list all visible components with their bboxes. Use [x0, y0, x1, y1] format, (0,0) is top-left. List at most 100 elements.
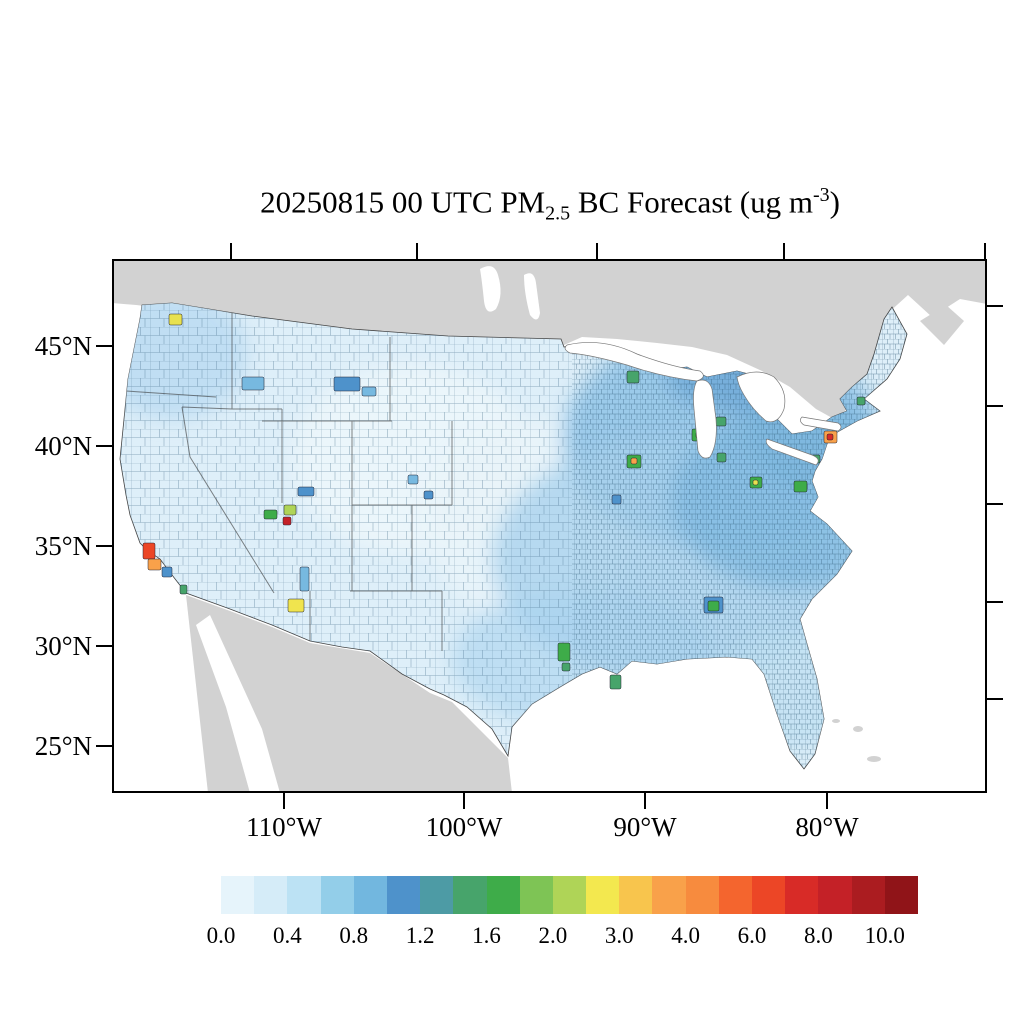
hotspot-county: Chicago IL core: 3.5-4.0: [630, 457, 638, 465]
colorbar-tick-label: 4.0: [671, 923, 701, 948]
colorbar-tick-label: 1.2: [405, 923, 435, 948]
colorbar-segment: [818, 876, 852, 914]
gulf-of-california: [196, 615, 280, 793]
lat-tick-label: 25°N: [34, 731, 92, 761]
hotspot-county: Seattle-Puget Sound WA: 2.5-3.0: [168, 313, 183, 326]
hotspot-county: SE Montana: 0.8: [361, 386, 377, 397]
hotspot-county: Baltimore-Washington: 1.6-2.0: [793, 480, 808, 493]
title-prefix: 20250815 00 UTC PM: [260, 184, 546, 220]
colorbar-tick-label: 3.0: [604, 923, 634, 948]
lon-tick-label: 110°W: [246, 812, 322, 842]
colorbar-segment: [353, 876, 387, 914]
title-middle: BC Forecast (ug m: [570, 184, 813, 220]
lon-tick-top: [596, 243, 598, 259]
hotspot-counties: Seattle-Puget Sound WA: 2.5-3.0 NW Montan…: [142, 313, 866, 690]
colorbar-segment: [586, 876, 620, 914]
colorbar-segment: [254, 876, 288, 914]
hotspot-county: Cleveland OH: 1.4: [716, 452, 727, 463]
lat-tick-right: [987, 405, 1003, 407]
hotspot-county: NW Montana: 0.8-1.0: [241, 376, 265, 391]
lon-tick-top: [416, 243, 418, 259]
hotspot-county: Front Range CO: 0.8: [407, 474, 419, 485]
lat-tick-right: [987, 305, 1003, 307]
state-borders: [125, 313, 453, 651]
hotspot-county: Atlanta GA core: 1.6-2.0: [707, 600, 720, 612]
lon-tick-label: 90°W: [613, 812, 677, 842]
lat-tick-label: 40°N: [34, 431, 92, 461]
colorbar-segment: [287, 876, 321, 914]
hotspot-county: SoCal coast orange: 3.5-4.0: [147, 558, 162, 571]
mexico-landmass: [186, 595, 512, 793]
colorbar-segment: [453, 876, 487, 914]
lat-tick: [96, 345, 112, 347]
lon-tick: [463, 793, 465, 809]
title-superscript: -3: [812, 184, 830, 206]
colorbar-segment: [785, 876, 819, 914]
lat-tick-label: 45°N: [34, 331, 92, 361]
colorbar-tick-label: 0.0: [206, 923, 236, 948]
hotspot-county: Santa Barbara-Ventura CA: 5-6: [142, 542, 156, 560]
canada-northeast-corner: [912, 259, 987, 299]
lat-tick-label: 30°N: [34, 631, 92, 661]
colorbar-segment: [718, 876, 752, 914]
lake-ontario: [800, 416, 842, 432]
hotspot-county: Central Montana: 1.0-1.2: [333, 376, 361, 392]
title-subscript: 2.5: [545, 202, 571, 225]
lat-tick: [96, 745, 112, 747]
lon-tick-top: [783, 243, 785, 259]
hotspot-county: Central Utah yellow-green: 2.0-2.5: [283, 504, 297, 516]
island-speck: [853, 726, 863, 732]
colorbar-segment: [221, 876, 255, 914]
colorbar-tick-label: 1.6: [472, 923, 501, 948]
colorbar: [221, 876, 918, 914]
colorbar-segment: [420, 876, 454, 914]
colorbar-segment: [851, 876, 885, 914]
colorbar-segment: [884, 876, 918, 914]
map-border: [112, 259, 987, 793]
hotspot-county: Dallas-Fort Worth TX: 1.6-2.0: [557, 642, 571, 662]
colorbar-segment: [386, 876, 421, 914]
lake-erie: [765, 438, 819, 466]
hotspot-county: New York City core: >8: [826, 433, 834, 441]
colorbar-segment: [486, 876, 520, 914]
canada-lake: [480, 266, 501, 312]
lat-tick: [96, 445, 112, 447]
lat-tick: [96, 545, 112, 547]
hotspot-county: Central Utah red: 8-9: [282, 516, 292, 526]
canada-lake: [524, 273, 540, 320]
lon-tick: [644, 793, 646, 809]
chart-title: 20250815 00 UTC PM2.5 BC Forecast (ug m-…: [112, 184, 988, 226]
lon-tick-top: [230, 243, 232, 259]
hotspot-county: Phoenix AZ: 2.5: [287, 598, 305, 613]
colorbar-tick-label: 0.8: [339, 923, 369, 948]
us-county-choropleth-map: Seattle-Puget Sound WA: 2.5-3.0 NW Montan…: [112, 259, 987, 793]
lon-tick: [283, 793, 285, 809]
colorbar-tick-label: 6.0: [737, 923, 767, 948]
title-suffix: ): [829, 184, 840, 220]
colorbar-segment: [652, 876, 686, 914]
lon-tick-top: [984, 243, 986, 259]
hotspot-county: St. Louis MO: 1.0-1.2: [611, 494, 622, 505]
hotspot-county: Pittsburgh PA core: 2.5: [752, 479, 759, 486]
colorbar-segment: [619, 876, 653, 914]
colorbar-segment: [685, 876, 719, 914]
lon-tick-label: 100°W: [425, 812, 503, 842]
colorbar-tick-label: 10.0: [864, 923, 905, 948]
colorbar-segment: [552, 876, 587, 914]
hotspot-county: San Diego CA: 1.4: [179, 584, 188, 595]
island-speck: [832, 719, 840, 723]
hotspot-county: Los Angeles CA: 1.0-1.2: [161, 566, 173, 578]
hotspot-county: Central AZ strip: 0.8: [299, 566, 310, 592]
hotspot-county: Detroit MI: 1.4: [715, 416, 727, 427]
lat-tick-right: [987, 601, 1003, 603]
nova-scotia: [920, 305, 964, 345]
lake-huron: [736, 371, 786, 423]
hotspot-county: Waco TX: 1.4: [561, 662, 571, 672]
lon-tick-label: 80°W: [795, 812, 859, 842]
colorbar-tick-label: 0.4: [273, 923, 302, 948]
lat-tick: [96, 645, 112, 647]
colorbar-tick-label: 2.0: [538, 923, 568, 948]
great-lakes: [564, 342, 842, 466]
island-speck: [867, 756, 881, 762]
